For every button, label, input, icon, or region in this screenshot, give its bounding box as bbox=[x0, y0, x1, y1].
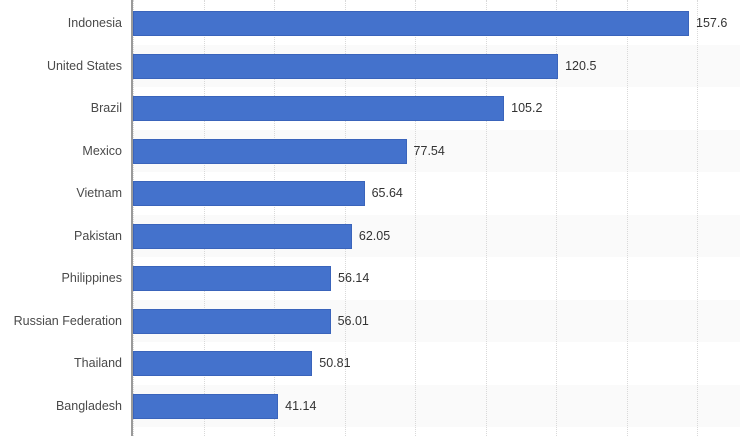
category-label: United States bbox=[46, 58, 122, 73]
bar-row: Philippines 56.14 bbox=[0, 266, 740, 309]
category-label: Indonesia bbox=[67, 16, 122, 30]
gridline-x-40 bbox=[274, 0, 276, 436]
bar[interactable] bbox=[133, 393, 279, 419]
bar-value-label: 41.14 bbox=[285, 398, 317, 413]
bar[interactable] bbox=[133, 266, 332, 291]
bar-row: Pakistan 62.05 bbox=[0, 223, 740, 267]
bar-row: Indonesia 157.6 bbox=[0, 11, 740, 54]
bar-row: Brazil 105.2 bbox=[0, 96, 740, 139]
gridline-x-100 bbox=[485, 0, 488, 436]
bar-value-label: 56.14 bbox=[338, 271, 370, 285]
bar-value-label: 50.81 bbox=[319, 356, 351, 370]
bar[interactable] bbox=[133, 308, 331, 334]
bar-row: United States 120.5 bbox=[0, 53, 740, 97]
bar-value-label: 77.54 bbox=[413, 143, 445, 158]
bar-value-label: 120.5 bbox=[565, 58, 597, 73]
category-label: Russian Federation bbox=[13, 313, 122, 328]
bar[interactable] bbox=[133, 138, 407, 164]
gridline-x-0 bbox=[133, 0, 135, 436]
bar[interactable] bbox=[133, 96, 505, 121]
bar[interactable] bbox=[133, 11, 689, 36]
category-label: Bangladesh bbox=[55, 398, 122, 413]
category-label: Thailand bbox=[74, 356, 122, 370]
y-axis-line bbox=[131, 0, 133, 436]
bar-row: Mexico 77.54 bbox=[0, 138, 740, 182]
bar-value-label: 105.2 bbox=[511, 101, 543, 115]
bar-row: Russian Federation 56.01 bbox=[0, 308, 740, 352]
gridline-x-80 bbox=[415, 0, 417, 436]
bar[interactable] bbox=[133, 53, 559, 79]
gridline-x-120 bbox=[556, 0, 558, 436]
bar[interactable] bbox=[133, 223, 352, 249]
category-label: Mexico bbox=[82, 143, 122, 158]
gridline-x-140 bbox=[626, 0, 629, 436]
bar-value-label: 62.05 bbox=[358, 228, 391, 243]
bar-row: Bangladesh 41.14 bbox=[0, 393, 740, 436]
bar-value-label: 65.64 bbox=[371, 186, 403, 200]
bar-value-label: 157.6 bbox=[696, 16, 728, 30]
gridline-x-20 bbox=[203, 0, 206, 436]
bar-row: Thailand 50.81 bbox=[0, 351, 740, 394]
bar[interactable] bbox=[133, 351, 313, 376]
category-label: Pakistan bbox=[74, 228, 122, 243]
category-label: Philippines bbox=[61, 271, 122, 285]
bar[interactable] bbox=[133, 181, 365, 206]
bar-row: Vietnam 65.64 bbox=[0, 181, 740, 224]
gridline-x-160 bbox=[697, 0, 699, 436]
category-label: Brazil bbox=[90, 101, 122, 115]
bar-value-label: 56.01 bbox=[337, 313, 369, 328]
category-label: Vietnam bbox=[76, 186, 122, 200]
gridline-x-60 bbox=[344, 0, 347, 436]
